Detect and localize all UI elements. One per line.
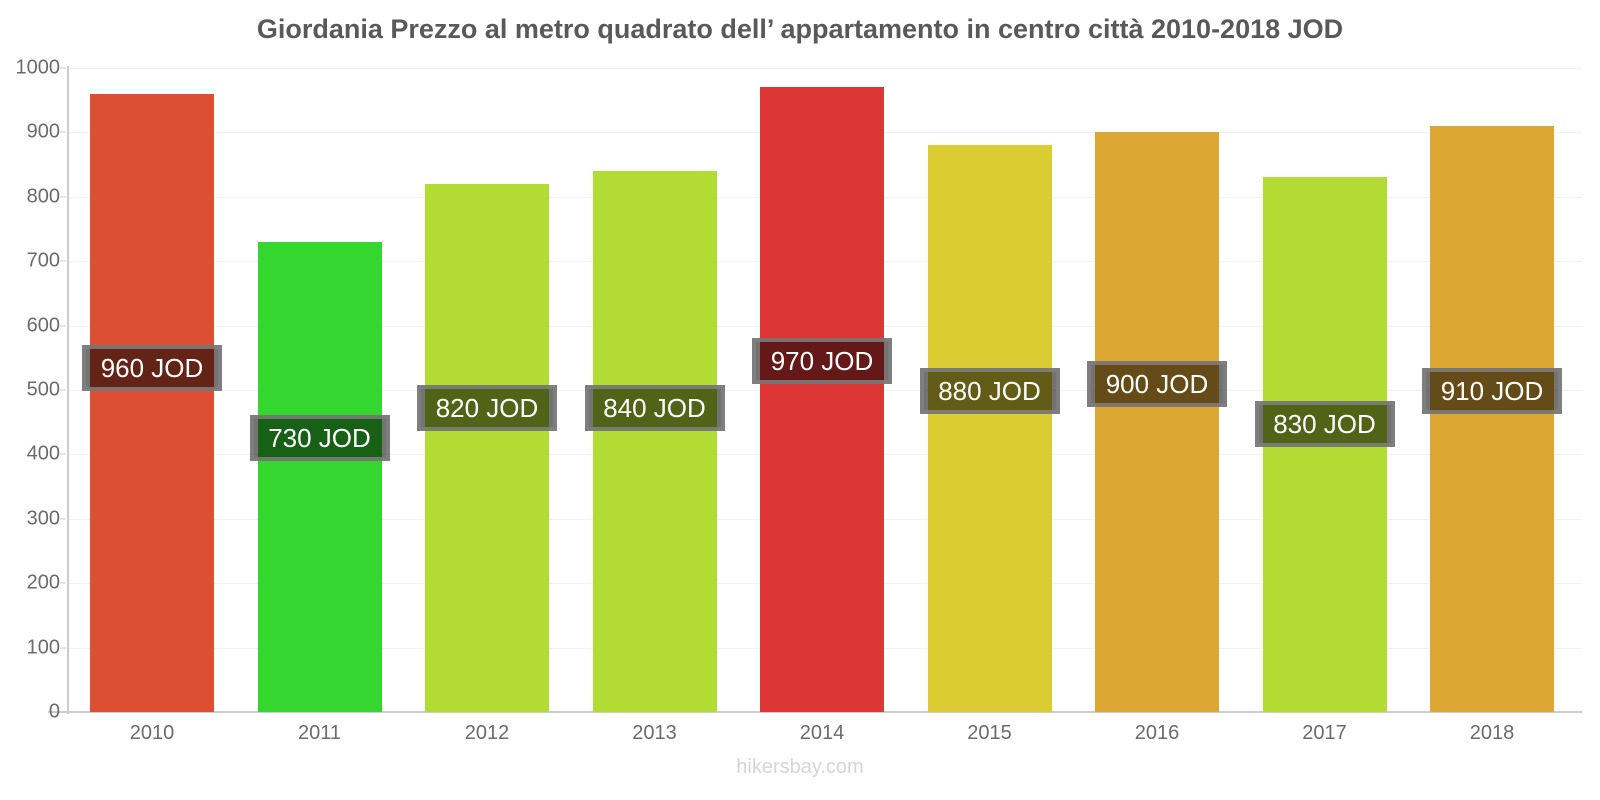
bar[interactable] — [1430, 125, 1554, 712]
y-axis-tick-label: 200 — [26, 571, 60, 594]
y-axis-tick-mark — [60, 389, 66, 391]
y-axis-tick-mark — [60, 453, 66, 455]
bar-value-label: 730 JOD — [249, 415, 390, 461]
y-axis-tick-label: 900 — [26, 120, 60, 143]
bar[interactable] — [760, 87, 884, 712]
y-axis-tick-mark — [60, 325, 66, 327]
footer-credit: hikersbay.com — [736, 756, 864, 778]
y-axis-tick-label: 700 — [26, 249, 60, 272]
y-axis-tick-mark — [60, 67, 66, 69]
gridline — [68, 68, 1582, 69]
bar-value-label: 840 JOD — [584, 385, 725, 431]
y-axis-tick-label: 600 — [26, 314, 60, 337]
bar[interactable] — [927, 145, 1052, 712]
y-axis-tick-mark — [60, 131, 66, 133]
y-axis-tick-label: 500 — [26, 378, 60, 401]
x-axis-tick-label: 2015 — [967, 722, 1012, 744]
y-axis-tick-label: 300 — [26, 507, 60, 530]
y-axis-tick-label: 0 — [48, 700, 60, 723]
bar[interactable] — [592, 171, 717, 712]
bar-value-label: 900 JOD — [1087, 361, 1227, 407]
y-axis-tick-mark — [60, 196, 66, 198]
bar-value-label: 820 JOD — [417, 385, 557, 431]
y-axis-tick-mark — [60, 711, 66, 713]
y-axis-tick-mark — [60, 582, 66, 584]
x-axis-tick-label: 2011 — [297, 722, 341, 744]
x-axis-tick-label: 2014 — [799, 722, 845, 744]
x-axis-tick-label: 2010 — [129, 722, 175, 744]
bar[interactable] — [1095, 132, 1219, 712]
y-axis-tick-mark — [60, 647, 66, 649]
x-axis-tick-label: 2018 — [1469, 722, 1515, 744]
y-axis-tick-mark — [60, 518, 66, 520]
bar[interactable] — [90, 93, 214, 712]
bar-value-label: 880 JOD — [919, 368, 1060, 414]
y-axis-line — [67, 66, 69, 714]
bar-value-label: 960 JOD — [82, 345, 222, 391]
y-axis-tick-label: 100 — [26, 636, 60, 659]
x-axis-line — [48, 711, 1582, 713]
y-axis-tick-labels: 0 100 200 300 400 500 600 700 800 900 1000 — [0, 57, 66, 723]
y-axis-tick-label: 1000 — [15, 56, 61, 79]
bar[interactable] — [257, 241, 382, 712]
chart-title: Giordania Prezzo al metro quadrato dell’… — [256, 14, 1344, 44]
y-axis-tick-mark — [60, 260, 66, 262]
x-axis-tick-label: 2016 — [1134, 722, 1180, 744]
bar[interactable] — [425, 183, 549, 712]
x-axis-tick-label: 2012 — [464, 722, 510, 744]
y-axis-tick-label: 400 — [26, 442, 60, 465]
y-axis-tick-label: 800 — [26, 185, 60, 208]
bar-value-label: 830 JOD — [1254, 401, 1395, 447]
x-axis-tick-label: 2017 — [1302, 722, 1347, 744]
x-axis-tick-label: 2013 — [632, 722, 677, 744]
bar-value-label: 970 JOD — [752, 338, 892, 384]
bar-value-label: 910 JOD — [1422, 368, 1562, 414]
